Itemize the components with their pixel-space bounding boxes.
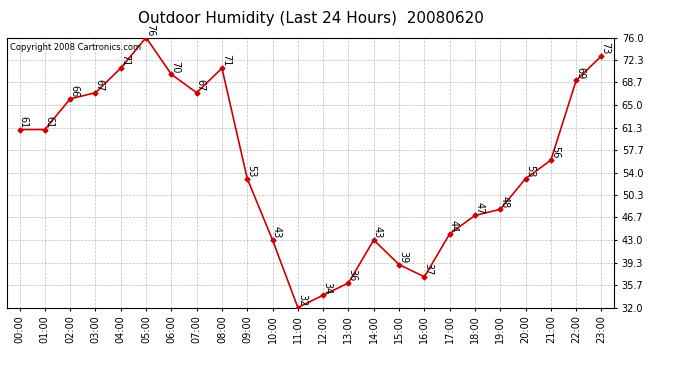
Text: 53: 53 — [524, 165, 535, 177]
Text: 76: 76 — [145, 24, 155, 36]
Text: 56: 56 — [550, 147, 560, 159]
Text: 44: 44 — [448, 220, 459, 232]
Text: 67: 67 — [95, 79, 105, 92]
Text: 61: 61 — [44, 116, 54, 128]
Text: Outdoor Humidity (Last 24 Hours)  20080620: Outdoor Humidity (Last 24 Hours) 2008062… — [137, 11, 484, 26]
Text: 36: 36 — [348, 269, 357, 282]
Text: 66: 66 — [69, 85, 79, 98]
Text: 48: 48 — [500, 196, 509, 208]
Text: 53: 53 — [246, 165, 257, 177]
Text: 43: 43 — [272, 226, 282, 238]
Text: Copyright 2008 Cartronics.com: Copyright 2008 Cartronics.com — [10, 43, 141, 52]
Text: 39: 39 — [398, 251, 408, 263]
Text: 69: 69 — [575, 67, 585, 79]
Text: 71: 71 — [221, 54, 231, 67]
Text: 61: 61 — [19, 116, 29, 128]
Text: 37: 37 — [424, 263, 433, 275]
Text: 47: 47 — [474, 202, 484, 214]
Text: 70: 70 — [170, 60, 181, 73]
Text: 32: 32 — [297, 294, 307, 306]
Text: 43: 43 — [373, 226, 383, 238]
Text: 73: 73 — [600, 42, 611, 54]
Text: 67: 67 — [196, 79, 206, 92]
Text: 71: 71 — [120, 54, 130, 67]
Text: 34: 34 — [322, 282, 333, 294]
